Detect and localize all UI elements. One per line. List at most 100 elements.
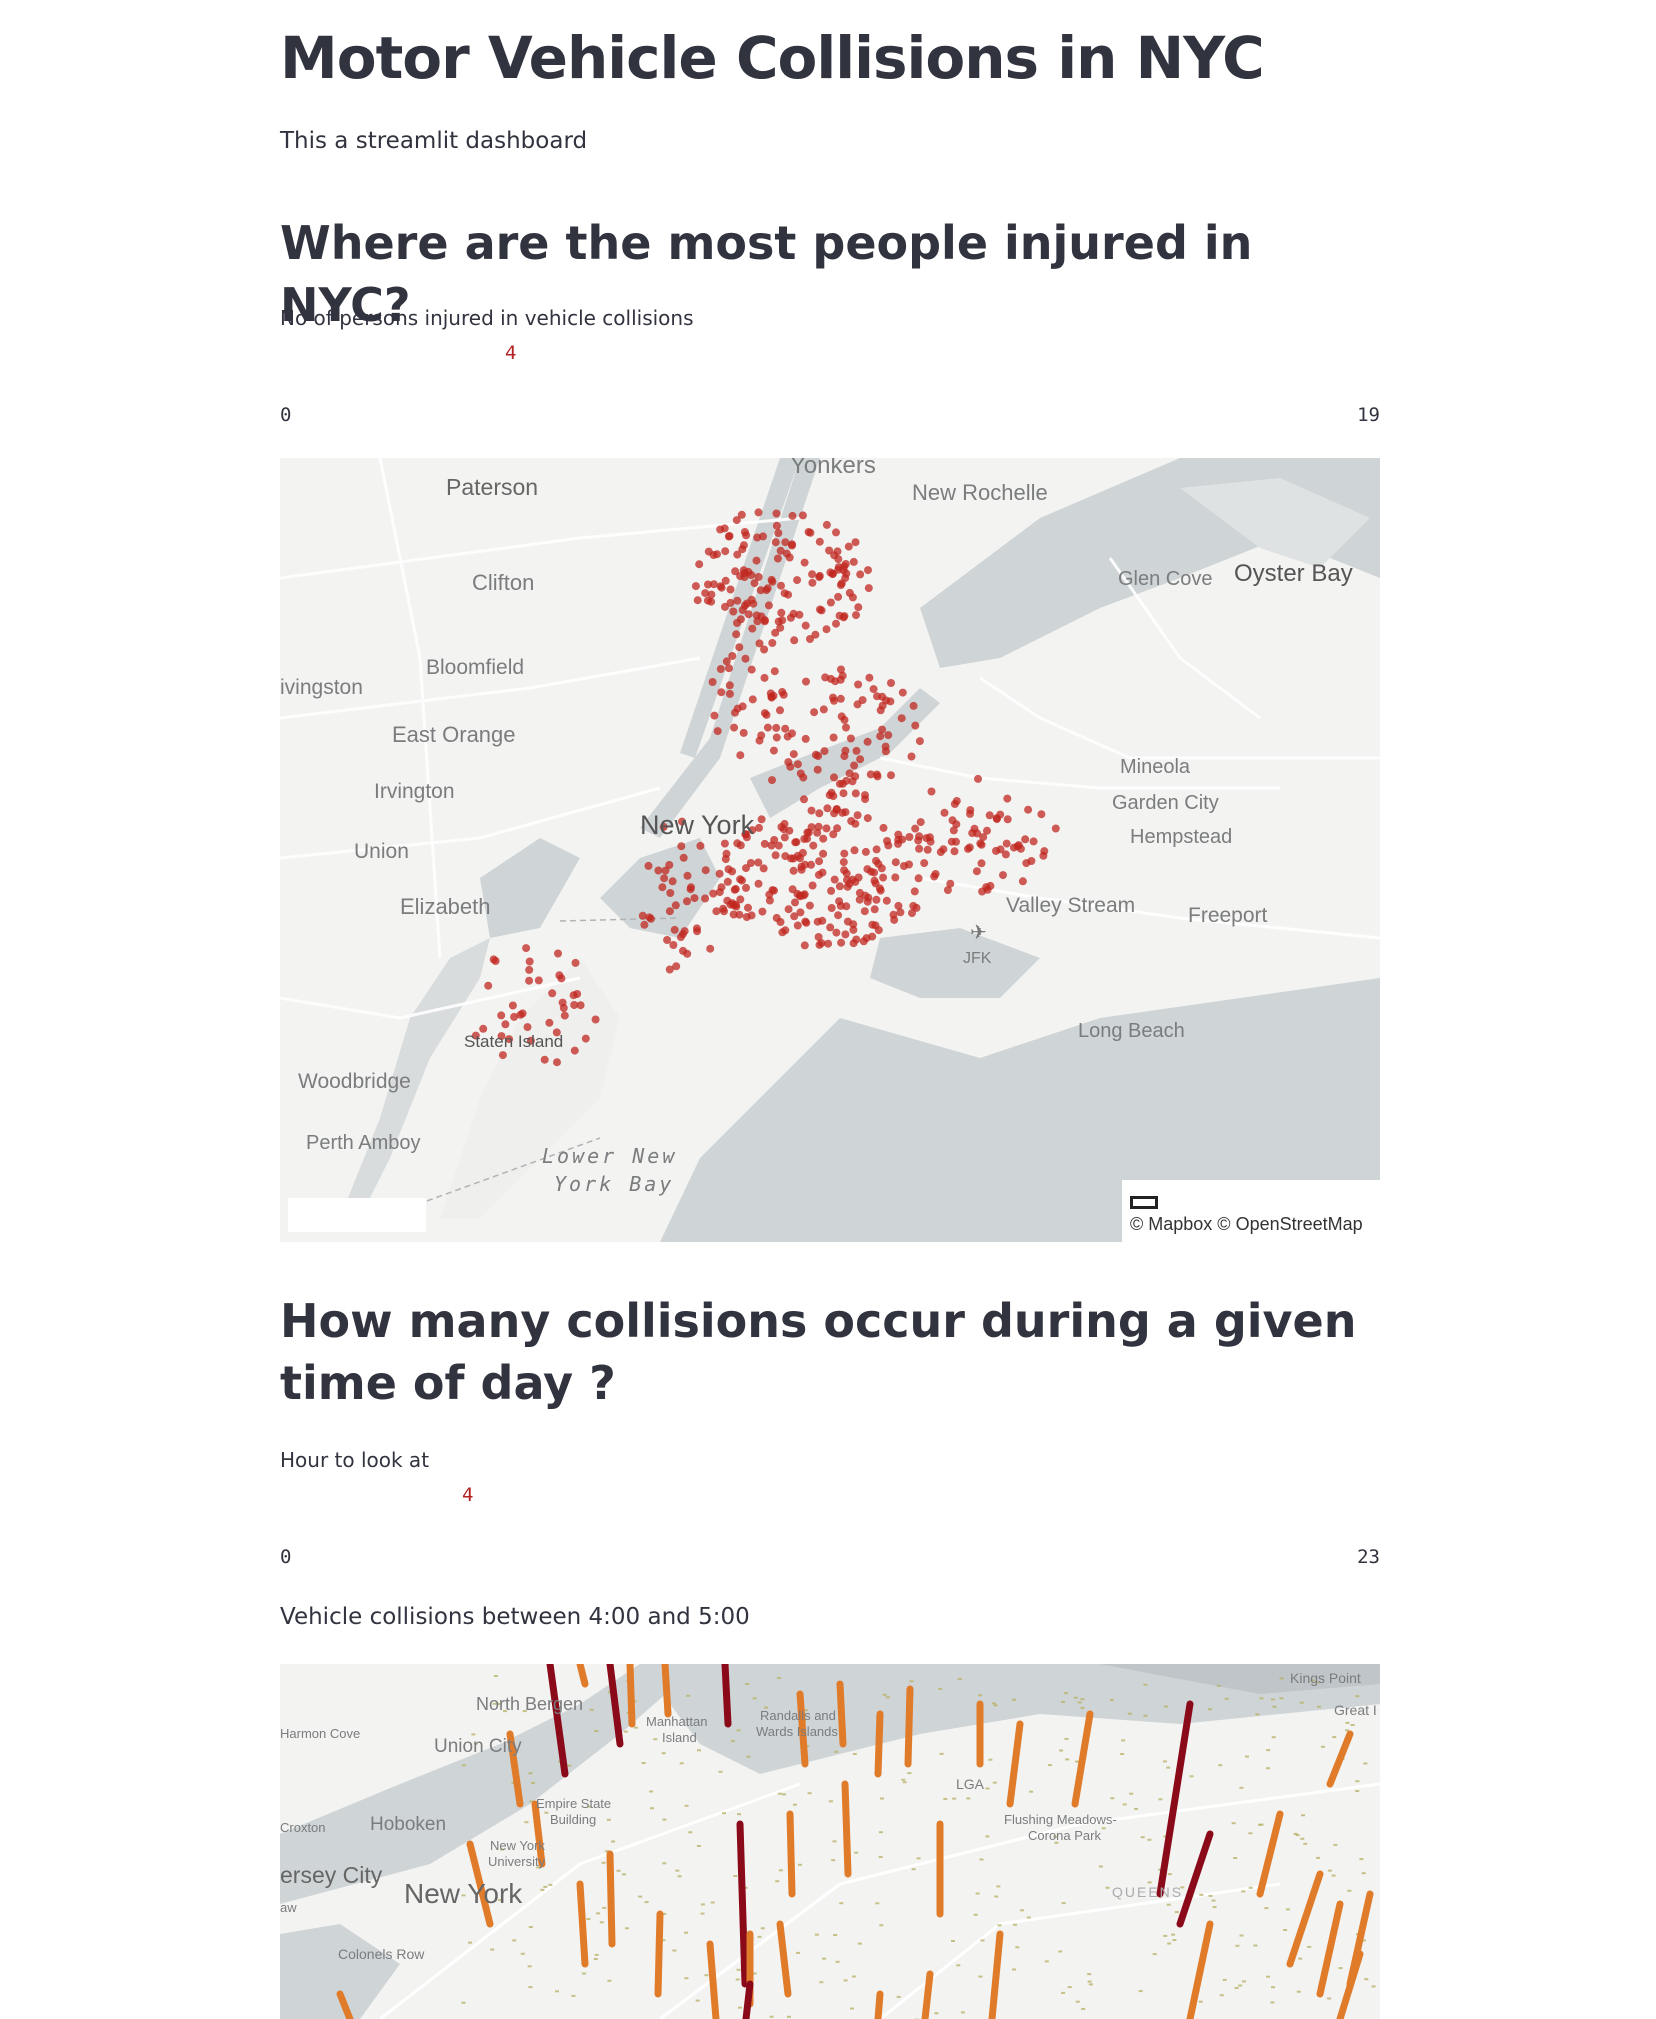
injury-point xyxy=(772,521,781,530)
injury-point xyxy=(479,1024,488,1033)
collision-dot xyxy=(653,1738,658,1741)
injury-point xyxy=(823,804,832,813)
collision-dot xyxy=(1338,1967,1343,1970)
injury-point xyxy=(842,723,850,732)
injury-point xyxy=(855,888,864,897)
injury-point xyxy=(864,584,873,593)
map2-label-randalls-1: Randalls and xyxy=(760,1708,836,1723)
injury-point xyxy=(878,692,887,701)
collision-dot xyxy=(850,2007,854,2010)
injury-point xyxy=(747,571,756,579)
injury-point xyxy=(848,593,857,602)
collision-dot xyxy=(589,1708,594,1711)
collision-dot xyxy=(1026,1916,1031,1919)
injury-point xyxy=(827,788,836,797)
collision-dot xyxy=(1120,1753,1125,1755)
injury-point xyxy=(861,847,870,856)
collision-dot xyxy=(1345,1721,1350,1724)
collision-dot xyxy=(782,1793,786,1796)
collision-dot xyxy=(1363,1762,1368,1765)
collision-dot xyxy=(757,1935,762,1938)
map2-label-hoboken: Hoboken xyxy=(370,1814,447,1835)
injury-point xyxy=(576,1001,585,1010)
collision-dot xyxy=(1198,2000,1203,2003)
collision-dot xyxy=(1333,1843,1338,1846)
collision-dot xyxy=(606,1818,611,1821)
injury-point xyxy=(728,652,737,660)
injury-point xyxy=(740,528,749,536)
injured-slider-max: 19 xyxy=(1357,404,1380,426)
collision-dot xyxy=(943,1797,948,1800)
injury-point xyxy=(822,824,831,833)
collision-dot xyxy=(710,1901,715,1904)
collision-dot xyxy=(1265,1767,1270,1770)
injury-point xyxy=(907,752,916,761)
injury-point xyxy=(863,737,872,746)
collision-dot xyxy=(1327,1869,1332,1872)
collision-dot xyxy=(1320,1745,1325,1748)
injury-point xyxy=(796,769,805,778)
collision-dot xyxy=(527,1965,532,1968)
collision-dot xyxy=(1129,1792,1134,1795)
injury-point xyxy=(832,528,840,537)
collision-dot xyxy=(1077,1701,1082,1704)
injury-point xyxy=(742,883,750,892)
collision-dot xyxy=(468,1941,472,1944)
injury-point xyxy=(801,621,810,630)
injury-point xyxy=(829,733,838,742)
collision-bar xyxy=(1156,1700,1194,1898)
map2-label-great: Great I xyxy=(1334,1702,1377,1718)
collision-dot xyxy=(1212,1906,1217,1909)
collision-bar xyxy=(606,1664,624,1748)
collision-dot xyxy=(611,1840,616,1843)
injury-point xyxy=(755,639,764,648)
collisions-3d-map[interactable]: Kings Point Great I North Bergen Harmon … xyxy=(280,1664,1380,2019)
injured-slider[interactable]: 4 0 19 xyxy=(280,334,1380,426)
map2-label-nyu-2: University xyxy=(488,1854,546,1869)
collision-dot xyxy=(490,1948,495,1951)
injury-point xyxy=(680,927,689,936)
injury-point xyxy=(729,607,738,616)
injury-point xyxy=(785,826,794,835)
injury-point xyxy=(891,858,900,867)
injury-point xyxy=(497,1011,506,1020)
collision-dot xyxy=(1073,1696,1078,1699)
collision-dot xyxy=(896,1995,901,1998)
injury-point xyxy=(915,844,924,853)
collision-bars xyxy=(336,1664,1374,2019)
injury-point xyxy=(735,643,744,652)
collision-dot xyxy=(1152,1953,1157,1956)
collision-dot xyxy=(730,1740,735,1743)
collision-bar xyxy=(1326,1730,1354,1788)
injury-point xyxy=(768,639,777,647)
collision-dot xyxy=(997,1924,1002,1927)
map-attribution[interactable]: © Mapbox © OpenStreetMap xyxy=(1122,1180,1380,1242)
injury-point xyxy=(837,938,846,947)
collision-dot xyxy=(1166,1766,1171,1769)
collision-dot xyxy=(1285,1908,1290,1911)
injury-point xyxy=(931,870,940,878)
map-scale-bar xyxy=(1130,1196,1158,1209)
collision-dot xyxy=(1271,1736,1276,1739)
injury-point xyxy=(526,1036,535,1045)
collision-dot xyxy=(601,1861,606,1864)
collision-dot xyxy=(1171,1933,1176,1936)
collision-dot xyxy=(902,1781,907,1784)
injury-point xyxy=(815,537,824,546)
injuries-map[interactable]: Yonkers New Rochelle Paterson Clifton Gl… xyxy=(280,458,1380,1242)
injury-point xyxy=(869,685,878,694)
collision-dot xyxy=(978,1694,983,1697)
injury-point xyxy=(720,907,728,916)
collision-bar xyxy=(841,1780,852,1878)
injury-point xyxy=(772,733,781,742)
hour-slider[interactable]: 4 0 23 xyxy=(280,1476,1380,1568)
collision-dot xyxy=(1299,1701,1304,1704)
collision-dot xyxy=(1147,1881,1152,1884)
collision-dot xyxy=(1350,1724,1355,1726)
collision-bar xyxy=(742,1980,754,2019)
injury-point xyxy=(883,837,891,845)
injury-point xyxy=(557,974,566,983)
injury-point xyxy=(809,841,818,850)
injury-point xyxy=(771,538,780,547)
injury-point xyxy=(717,583,726,592)
